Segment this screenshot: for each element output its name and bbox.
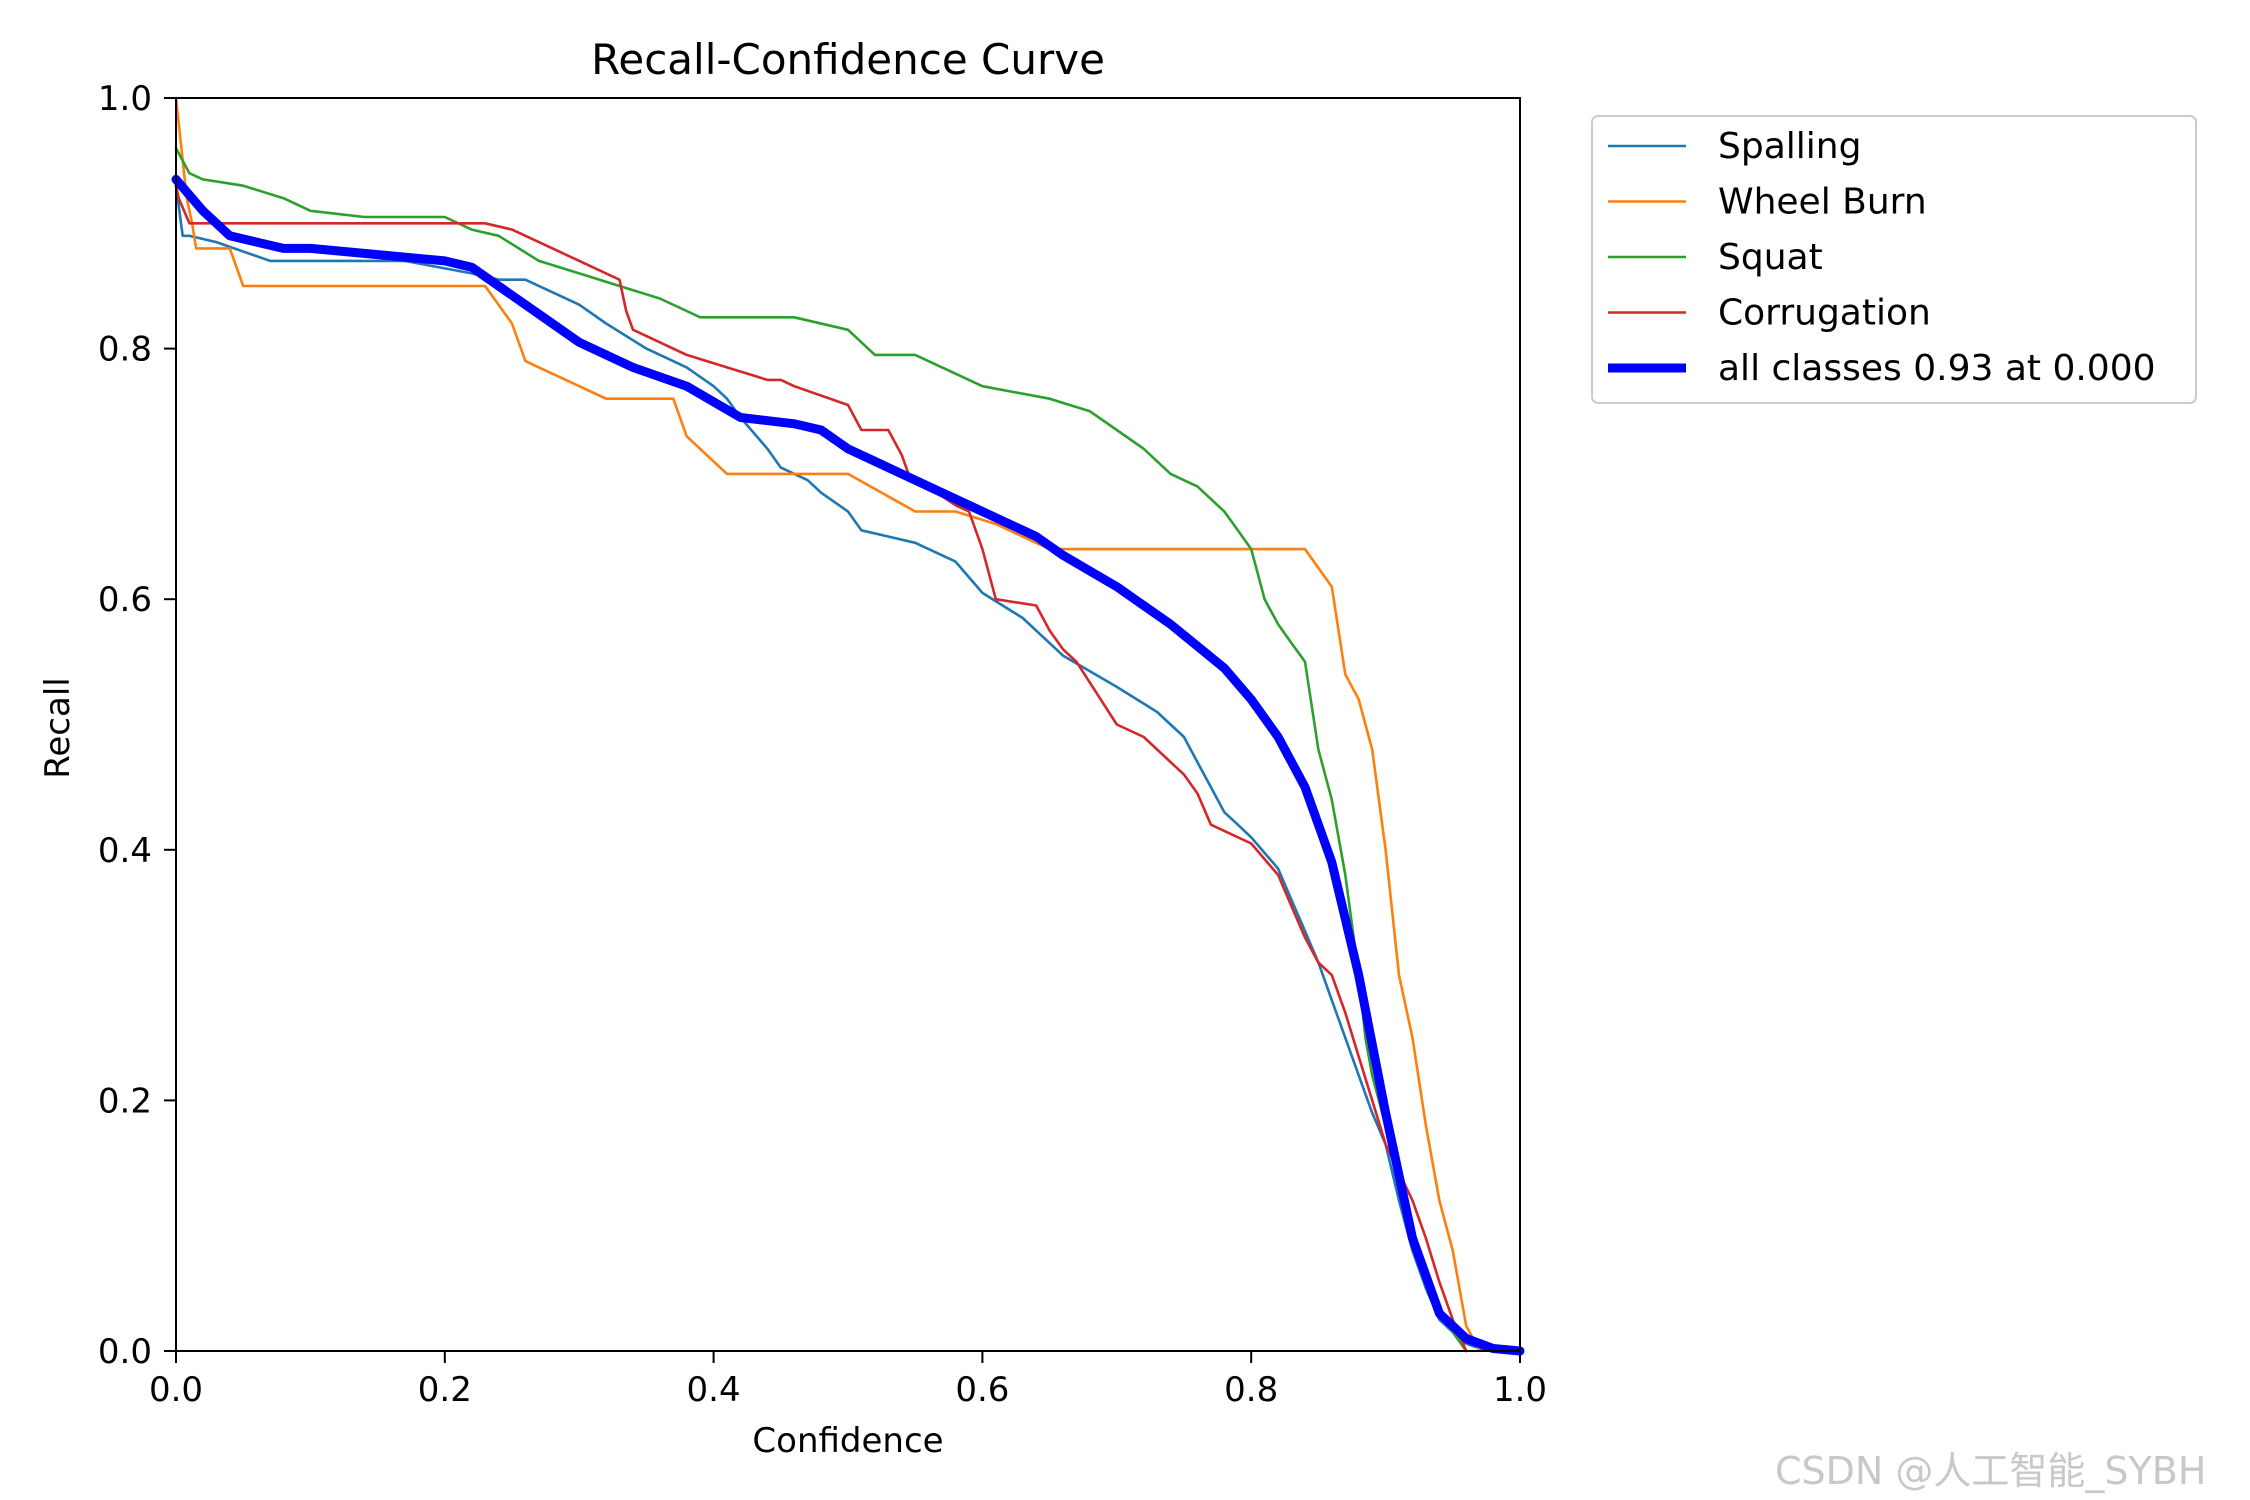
legend: Spalling Wheel Burn Squat Corrugation all cl…	[1591, 115, 2197, 404]
series-line-squat	[174, 146, 1468, 1353]
y-tick-label: 0.8	[98, 330, 152, 370]
watermark: CSDN @人工智能_SYBH	[1775, 1449, 2207, 1493]
series-line-all-classes	[171, 174, 1525, 1356]
x-tick-label: 1.0	[1493, 1370, 1547, 1410]
x-tick-label: 0.6	[955, 1370, 1009, 1410]
y-tick-label: 0.0	[98, 1332, 152, 1372]
y-tick-label: 1.0	[98, 79, 152, 119]
series-line-wheel-burn	[174, 96, 1481, 1353]
x-tick-label: 0.4	[687, 1370, 741, 1410]
series-line-spalling	[174, 184, 1495, 1353]
plot-frame	[175, 97, 1521, 1352]
x-tick-label: 0.8	[1224, 1370, 1278, 1410]
series-line-corrugation	[174, 184, 1468, 1353]
legend-label-squat: Squat	[1718, 237, 1823, 278]
y-tick-label: 0.4	[98, 831, 152, 871]
y-axis-label: Recall	[38, 677, 78, 778]
legend-label-wheel-burn: Wheel Burn	[1718, 182, 1927, 223]
legend-label-corrugation: Corrugation	[1718, 293, 1931, 334]
legend-box	[1591, 115, 2197, 404]
x-tick-label: 0.0	[149, 1370, 203, 1410]
legend-label-all-classes: all classes 0.93 at 0.000	[1718, 348, 2156, 389]
legend-label-spalling: Spalling	[1718, 126, 1861, 167]
y-tick-label: 0.2	[98, 1081, 152, 1121]
x-axis-label: Confidence	[752, 1421, 943, 1461]
y-tick-label: 0.6	[98, 580, 152, 620]
x-tick-label: 0.2	[418, 1370, 472, 1410]
chart-title: Recall-Confidence Curve	[591, 35, 1105, 84]
